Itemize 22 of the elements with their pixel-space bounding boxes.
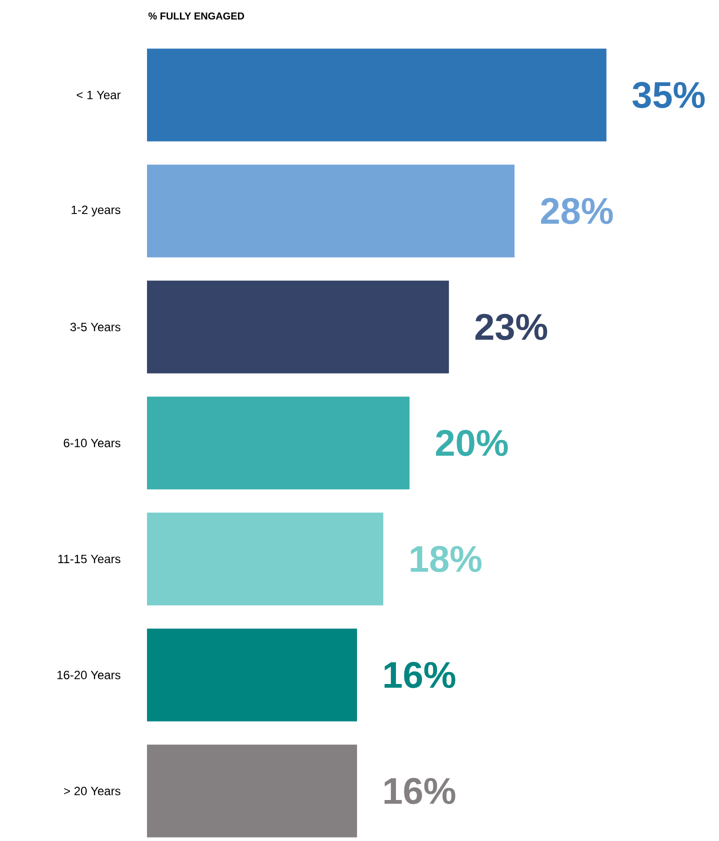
- y-tick-label: 6-10 Years: [64, 438, 120, 448]
- bar: [146, 744, 357, 838]
- data-label: 20%: [436, 430, 508, 456]
- y-tick-label: < 1 Year: [76, 90, 121, 100]
- bar: [146, 280, 449, 374]
- data-label: 28%: [540, 198, 613, 224]
- data-label: 35%: [632, 82, 705, 108]
- data-label: 23%: [475, 314, 548, 340]
- y-tick-label: 3-5 Years: [70, 322, 120, 332]
- y-tick-label: 1-2 years: [72, 206, 120, 216]
- y-tick-label: > 20 Years: [64, 786, 120, 796]
- y-tick-label: 11-15 Years: [58, 554, 120, 564]
- bar: [146, 396, 410, 490]
- bar: [146, 48, 606, 142]
- data-label: 16%: [384, 662, 456, 688]
- data-label: 16%: [384, 778, 456, 804]
- bar: [146, 628, 357, 722]
- y-tick-label: 16-20 Years: [57, 670, 120, 680]
- data-label: 18%: [410, 546, 482, 572]
- chart-title: % FULLY ENGAGED: [148, 12, 244, 20]
- bar: [146, 164, 514, 258]
- bar: [146, 512, 384, 606]
